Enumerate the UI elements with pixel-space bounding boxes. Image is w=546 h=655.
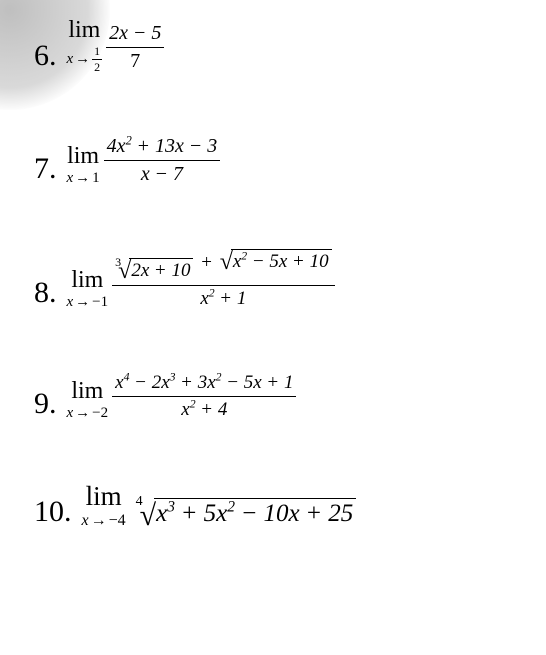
expression: lim x → −4 4 √ x3 + 5x2 − 10x + 25 (82, 483, 357, 529)
denominator: x2 + 4 (178, 399, 230, 421)
fraction: 4x2 + 13x − 3 x − 7 (104, 135, 221, 186)
limit-operator: lim x → −2 (67, 379, 109, 421)
limit-operator: lim x → −1 (67, 268, 109, 310)
limit-approach: x → −4 (82, 513, 126, 529)
radical-icon: √ (140, 501, 156, 532)
limit-approach: x → 1 2 (67, 45, 103, 73)
problem-6: 6. lim x → 1 2 2x − 5 7 (34, 18, 524, 73)
radical-icon: √ (220, 250, 233, 274)
numerator: 4x2 + 13x − 3 (104, 135, 221, 158)
problem-number: 10. (34, 497, 72, 529)
lim-text: lim (68, 18, 100, 42)
problem-number: 6. (34, 41, 57, 73)
limit-approach: x → −2 (67, 406, 109, 421)
denominator: 7 (127, 50, 143, 73)
limit-approach: x → 1 (67, 171, 100, 186)
numerator: 2x − 5 (106, 22, 164, 45)
problem-8: 8. lim x → −1 3 √ 2x + 10 + (34, 248, 524, 310)
limit-operator: lim x → 1 2 (67, 18, 103, 73)
fraction: 3 √ 2x + 10 + √ x2 − 5x + 10 x2 + 1 (112, 248, 334, 310)
problem-number: 9. (34, 389, 57, 421)
fraction: 2x − 5 7 (106, 22, 164, 73)
fraction: x4 − 2x3 + 3x2 − 5x + 1 x2 + 4 (112, 372, 296, 421)
problem-list: 6. lim x → 1 2 2x − 5 7 (34, 18, 524, 529)
problem-10: 10. lim x → −4 4 √ x3 + 5x2 − 10x + 25 (34, 483, 524, 529)
problem-7: 7. lim x → 1 4x2 + 13x − 3 x − 7 (34, 135, 524, 186)
cube-root: 3 √ 2x + 10 (115, 258, 193, 282)
numerator: x4 − 2x3 + 3x2 − 5x + 1 (112, 372, 296, 394)
numerator: 3 √ 2x + 10 + √ x2 − 5x + 10 (112, 248, 334, 283)
expression: lim x → 1 2 2x − 5 7 (67, 18, 165, 73)
limit-operator: lim x → 1 (67, 144, 100, 186)
limit-operator: lim x → −4 (82, 483, 126, 529)
expression: lim x → 1 4x2 + 13x − 3 x − 7 (67, 135, 221, 186)
expression: lim x → −1 3 √ 2x + 10 + √ (67, 248, 335, 310)
expression: lim x → −2 x4 − 2x3 + 3x2 − 5x + 1 x2 + … (67, 372, 297, 421)
denominator: x2 + 1 (197, 288, 249, 310)
problem-9: 9. lim x → −2 x4 − 2x3 + 3x2 − 5x + 1 x2… (34, 372, 524, 421)
denominator: x − 7 (138, 163, 186, 186)
square-root: √ x2 − 5x + 10 (220, 249, 332, 273)
fourth-root: 4 √ x3 + 5x2 − 10x + 25 (136, 498, 357, 529)
radicand: x3 + 5x2 − 10x + 25 (154, 498, 356, 529)
limit-approach: x → −1 (67, 295, 109, 310)
problem-number: 7. (34, 154, 57, 186)
problem-number: 8. (34, 278, 57, 310)
radical-icon: √ (118, 259, 131, 283)
limit-target-fraction: 1 2 (92, 45, 102, 73)
